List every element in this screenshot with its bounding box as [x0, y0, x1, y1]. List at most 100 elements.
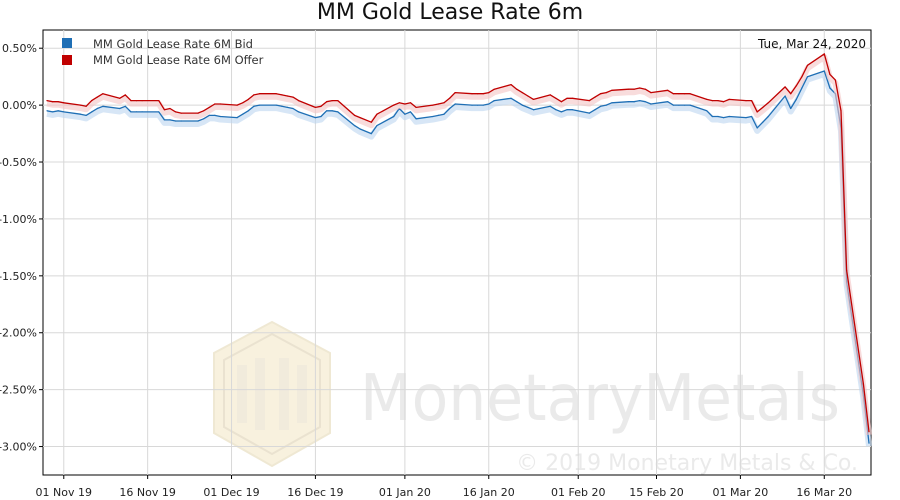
data-point — [276, 105, 277, 106]
data-point — [868, 431, 869, 432]
data-point — [449, 98, 450, 99]
x-tick-label: 16 Mar 20 — [796, 486, 852, 499]
data-point — [807, 65, 808, 66]
data-point — [281, 106, 282, 107]
data-point — [477, 93, 478, 94]
data-point — [494, 100, 495, 101]
data-point — [410, 111, 411, 112]
data-point — [611, 90, 612, 91]
data-point — [46, 110, 47, 111]
data-point — [650, 103, 651, 104]
data-point — [516, 89, 517, 90]
data-point — [287, 107, 288, 108]
y-tick-label: -3.00% — [0, 441, 37, 454]
data-point — [706, 99, 707, 100]
data-point — [399, 102, 400, 103]
x-tick-label: 01 Dec 19 — [203, 486, 259, 499]
data-point — [371, 133, 372, 134]
data-point — [729, 116, 730, 117]
data-point — [287, 95, 288, 96]
x-tick-label: 01 Feb 20 — [551, 486, 605, 499]
data-point — [768, 102, 769, 103]
data-point — [197, 120, 198, 121]
data-point — [86, 115, 87, 116]
data-point — [449, 108, 450, 109]
data-point — [790, 93, 791, 94]
y-tick-label: -2.00% — [0, 327, 37, 340]
data-point — [706, 110, 707, 111]
data-point — [58, 101, 59, 102]
x-tick-label: 16 Nov 19 — [119, 486, 175, 499]
data-point — [717, 100, 718, 101]
data-point — [863, 383, 864, 384]
data-point — [745, 100, 746, 101]
data-point — [835, 80, 836, 81]
data-point — [292, 108, 293, 109]
data-point — [471, 105, 472, 106]
data-point — [416, 107, 417, 108]
data-point — [717, 116, 718, 117]
data-point — [80, 105, 81, 106]
data-point — [237, 117, 238, 118]
data-point — [555, 98, 556, 99]
data-point — [628, 89, 629, 90]
data-point — [634, 89, 635, 90]
data-point — [846, 270, 847, 271]
data-point — [276, 93, 277, 94]
watermark-copyright: © 2019 Monetary Metals & Co. — [516, 451, 858, 476]
y-tick-label: 0.00% — [2, 99, 37, 112]
data-point — [762, 122, 763, 123]
data-point — [315, 107, 316, 108]
x-tick-label: 01 Jan 20 — [379, 486, 431, 499]
data-point — [606, 92, 607, 93]
data-point — [393, 116, 394, 117]
data-point — [723, 117, 724, 118]
data-point — [639, 87, 640, 88]
data-point — [130, 100, 131, 101]
data-point — [639, 100, 640, 101]
data-point — [63, 102, 64, 103]
chart-title: MM Gold Lease Rate 6m — [317, 0, 583, 25]
data-point — [561, 101, 562, 102]
data-point — [181, 113, 182, 114]
data-point — [410, 102, 411, 103]
data-point — [432, 105, 433, 106]
data-point — [824, 53, 825, 54]
data-point — [589, 100, 590, 101]
data-point — [550, 94, 551, 95]
data-point — [790, 108, 791, 109]
data-point — [690, 105, 691, 106]
data-point — [298, 111, 299, 112]
x-tick-label: 01 Mar 20 — [713, 486, 769, 499]
data-point — [801, 76, 802, 77]
data-point — [209, 115, 210, 116]
data-point — [600, 106, 601, 107]
y-tick-label: -2.50% — [0, 384, 37, 397]
data-point — [242, 102, 243, 103]
data-point — [376, 114, 377, 115]
data-point — [404, 114, 405, 115]
data-point — [242, 114, 243, 115]
data-point — [712, 116, 713, 117]
legend-label-bid: MM Gold Lease Rate 6M Bid — [93, 37, 253, 51]
data-point — [332, 100, 333, 101]
data-point — [455, 103, 456, 104]
data-point — [203, 110, 204, 111]
x-tick-label: 16 Jan 20 — [463, 486, 515, 499]
data-point — [130, 111, 131, 112]
data-point — [829, 87, 830, 88]
data-point — [102, 93, 103, 94]
data-point — [46, 100, 47, 101]
data-point — [91, 100, 92, 101]
data-point — [175, 120, 176, 121]
data-point — [785, 86, 786, 87]
data-point — [97, 108, 98, 109]
data-point — [80, 114, 81, 115]
data-point — [572, 109, 573, 110]
data-point — [337, 111, 338, 112]
data-point — [209, 107, 210, 108]
data-point — [326, 110, 327, 111]
data-point — [332, 110, 333, 111]
data-point — [745, 117, 746, 118]
